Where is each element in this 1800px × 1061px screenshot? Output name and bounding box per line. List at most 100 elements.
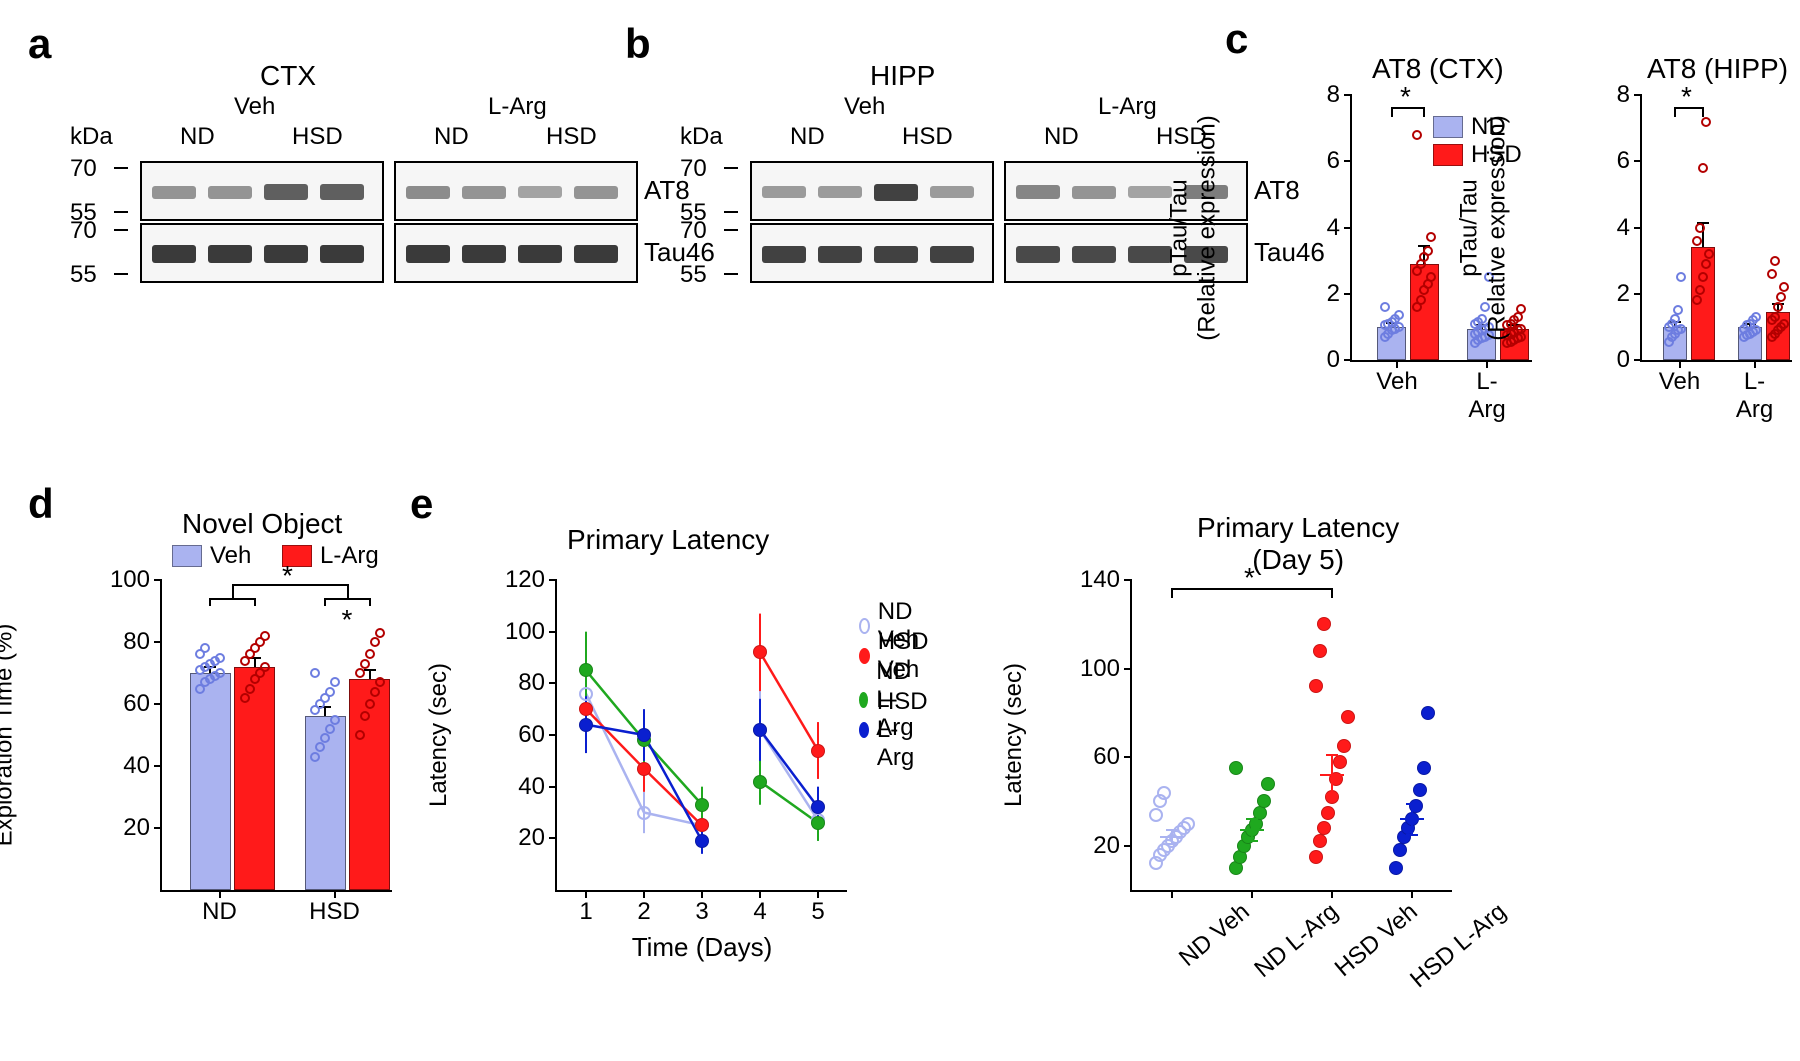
error-bar [254, 658, 256, 667]
data-point [1426, 272, 1436, 282]
x-tick-label: HSD L-Arg [1405, 898, 1512, 994]
data-point [753, 723, 767, 737]
x-tick-label: 4 [753, 898, 766, 926]
y-tick-label: 20 [123, 814, 150, 842]
legend-item: HSD L-Arg [859, 688, 934, 772]
data-point [1421, 706, 1435, 720]
kda-tick [724, 273, 738, 275]
significance-drop [1391, 107, 1393, 117]
data-point [375, 628, 385, 638]
data-point [370, 687, 380, 697]
blot-band [1072, 246, 1116, 263]
y-tick [1344, 359, 1352, 361]
error-bar [1331, 775, 1333, 795]
data-point [330, 677, 340, 687]
y-tick [1634, 293, 1642, 295]
y-tick-label: 2 [1617, 280, 1630, 308]
blot-band [574, 186, 618, 199]
x-tick-label: Veh [1659, 368, 1700, 396]
y-tick-label: 80 [123, 628, 150, 656]
error-bar [369, 670, 371, 679]
lane-label: HSD [902, 123, 953, 151]
kda-tick [114, 211, 128, 213]
data-point [325, 687, 335, 697]
y-tick [1124, 756, 1132, 758]
lane-label: ND [1044, 123, 1079, 151]
y-tick [1344, 293, 1352, 295]
data-point [637, 728, 651, 742]
chart-title: AT8 (HIPP) [1647, 53, 1788, 85]
x-tick-label: ND L-Arg [1249, 898, 1344, 984]
data-point [215, 668, 225, 678]
blot-band [762, 246, 806, 263]
y-tick-label: 8 [1617, 81, 1630, 109]
significance-star: * [1681, 81, 1692, 113]
data-point [365, 649, 375, 659]
x-tick [585, 890, 587, 898]
data-point [330, 715, 340, 725]
x-tick-label: ND Veh [1174, 898, 1255, 973]
mean-line [1400, 818, 1424, 820]
y-tick-label: 60 [1093, 743, 1120, 771]
y-tick-label: 120 [505, 566, 545, 594]
blot-band [208, 245, 252, 263]
kda-tick [114, 229, 128, 231]
error-cap [1246, 818, 1258, 820]
error-bar [1411, 819, 1413, 835]
data-point [1337, 739, 1351, 753]
y-tick-label: 100 [505, 618, 545, 646]
y-tick [549, 734, 557, 736]
y-tick [549, 579, 557, 581]
data-point [695, 818, 709, 832]
y-tick-label: 60 [518, 721, 545, 749]
blot-band [1016, 185, 1060, 199]
x-tick-label: L-Arg [1736, 368, 1774, 424]
y-tick [1634, 227, 1642, 229]
data-point [1333, 755, 1347, 769]
data-point [1776, 292, 1786, 302]
data-point [1773, 302, 1783, 312]
y-tick [1634, 359, 1642, 361]
y-axis-label: pTau/Tau(Relative expression) [1455, 115, 1511, 340]
y-tick [549, 786, 557, 788]
data-point [753, 645, 767, 659]
data-point [1516, 304, 1526, 314]
data-point [1423, 246, 1433, 256]
y-tick-label: 6 [1327, 147, 1340, 175]
y-tick [1124, 579, 1132, 581]
blot-band [874, 184, 918, 201]
blot-band [518, 245, 562, 263]
data-point [1779, 319, 1789, 329]
data-point [1426, 232, 1436, 242]
blot-band [406, 245, 450, 263]
chart-title: Primary Latency(Day 5) [1197, 512, 1399, 576]
data-point [1317, 821, 1331, 835]
kda-label: kDa [680, 123, 723, 151]
scatter-chart-primary-latency-day5: Primary Latency(Day 5)2060100140Latency … [1130, 580, 1452, 892]
blot-band [406, 186, 450, 199]
blot-lane-box [394, 161, 638, 221]
kda-tick [724, 211, 738, 213]
y-tick-label: 0 [1327, 346, 1340, 374]
blot-band [818, 186, 862, 198]
x-tick [1171, 890, 1173, 898]
y-tick-label: 40 [123, 752, 150, 780]
blot-band [874, 246, 918, 263]
blot-band [1016, 246, 1060, 263]
blot-band [152, 245, 196, 263]
data-point [215, 653, 225, 663]
legend-item: Veh [172, 542, 251, 570]
x-tick [334, 890, 336, 898]
data-point [637, 806, 651, 820]
bar-chart-novel-object: Novel Object20406080100Exploration Time … [160, 580, 392, 892]
western-blot-ctx: VehL-ArgNDHSDNDHSDkDa7055AT87055Tau46 [70, 85, 590, 355]
mean-line [1160, 836, 1184, 838]
data-point [310, 752, 320, 762]
bracket [210, 598, 254, 600]
data-point [637, 762, 651, 776]
x-tick-label: ND [202, 898, 237, 926]
blot-band [264, 245, 308, 263]
blot-row-label: Tau46 [1254, 237, 1325, 268]
legend-label: HSD L-Arg [877, 688, 934, 772]
error-cap [1246, 840, 1258, 842]
